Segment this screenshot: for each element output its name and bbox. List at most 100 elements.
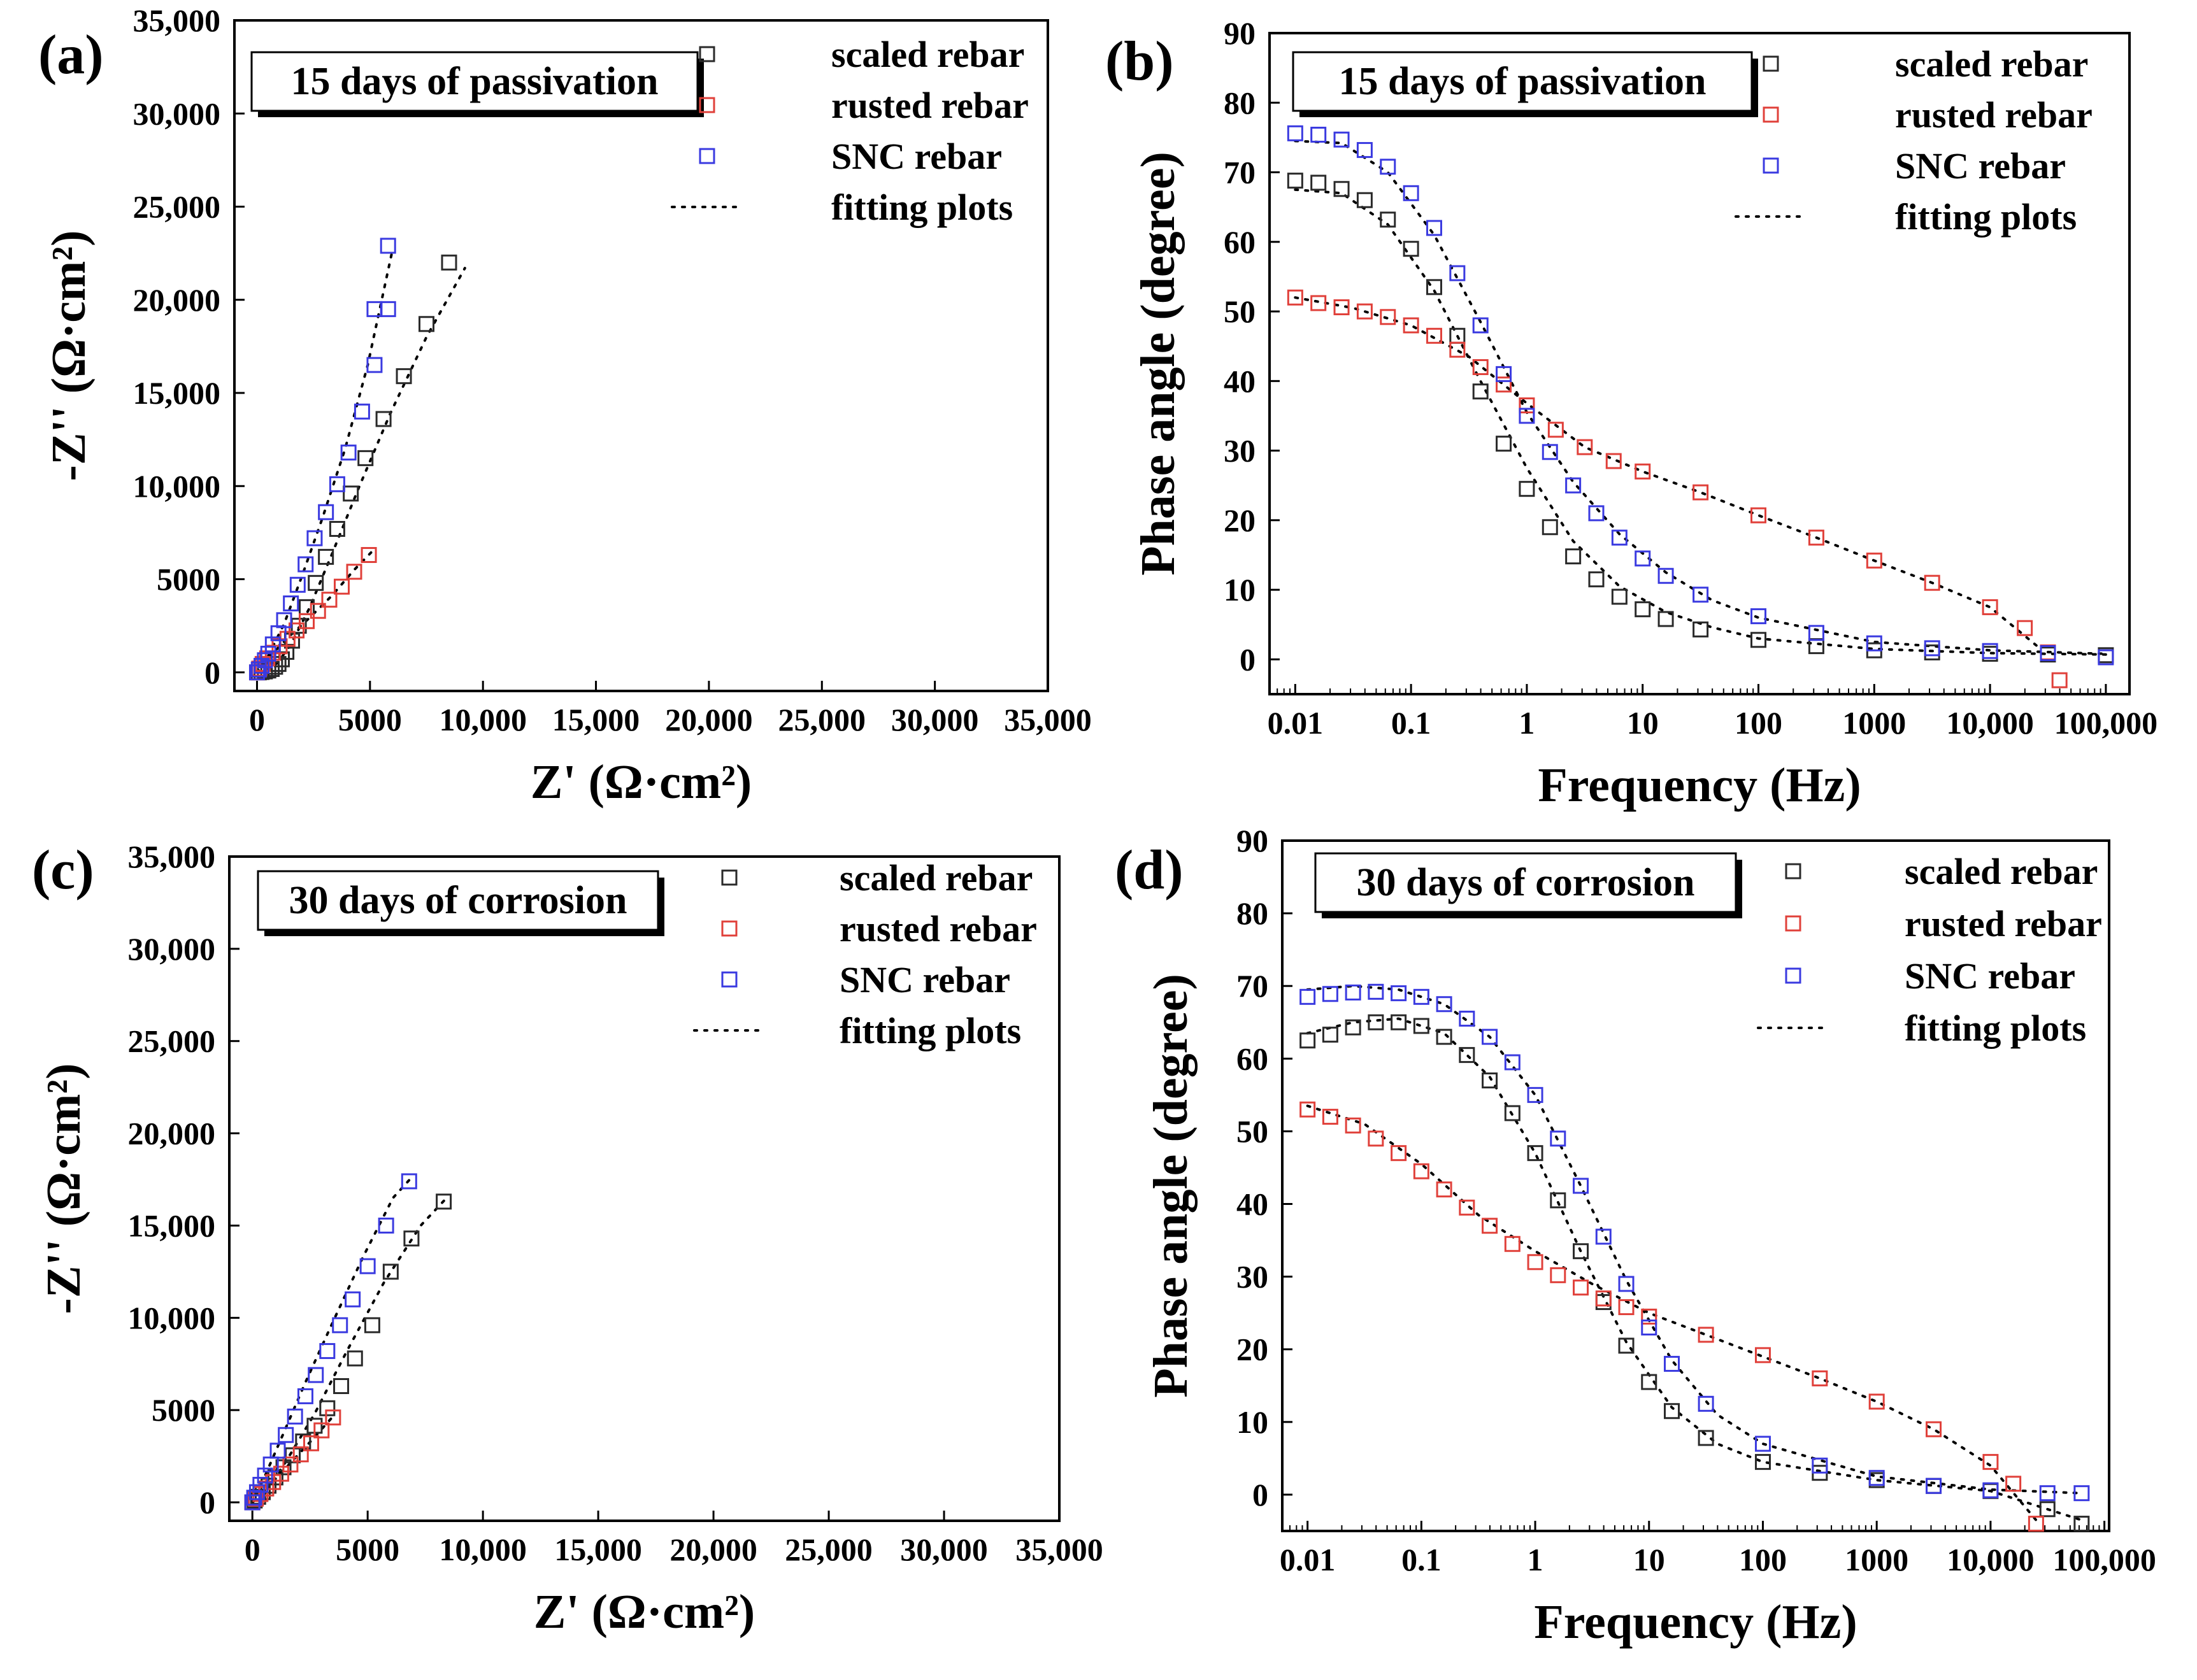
data-point-scaled: [1322, 1027, 1338, 1043]
data-point-snc: [378, 1217, 394, 1234]
data-point-scaled: [318, 548, 334, 565]
data-point-rusted: [325, 1409, 341, 1426]
data-point-scaled: [1403, 241, 1419, 257]
x-tick-label: 30,000: [900, 1532, 988, 1567]
data-point-snc: [1692, 587, 1709, 603]
data-point-rusted: [321, 592, 338, 608]
data-point-snc: [354, 403, 370, 420]
data-point-snc: [1368, 983, 1384, 1000]
y-axis-label: Phase angle (degree): [1131, 152, 1185, 576]
data-point-rusted: [273, 1465, 289, 1482]
y-tick-label: 10: [1224, 572, 1256, 608]
plot-frame: [228, 855, 1061, 1522]
chart-title: 30 days of corrosion: [1356, 861, 1694, 904]
fit-line-snc: [1306, 985, 2083, 1495]
data-point-rusted: [1299, 1101, 1316, 1118]
data-point-snc: [287, 1408, 303, 1425]
data-point-snc: [345, 1291, 361, 1307]
data-point-snc: [380, 301, 396, 317]
x-tick-label: 0.1: [1391, 705, 1431, 741]
data-point-scaled: [357, 450, 374, 466]
data-point-rusted: [1750, 507, 1767, 523]
data-point-snc: [1657, 567, 1674, 584]
x-tick-label: 20,000: [665, 702, 753, 737]
data-point-rusted: [333, 578, 350, 595]
data-point-scaled: [1754, 1454, 1771, 1470]
data-point-scaled: [285, 1447, 301, 1463]
data-point-rusted: [1692, 484, 1709, 501]
panel-label: (c): [32, 839, 94, 901]
data-point-scaled: [1380, 211, 1396, 228]
legend-marker-scaled: [1763, 55, 1779, 72]
data-point-rusted: [1322, 1109, 1338, 1125]
y-tick-label: 0: [1240, 641, 1256, 677]
legend-label: scaled rebar: [1905, 851, 2098, 892]
data-point-snc: [1926, 1477, 1942, 1494]
legend-label: SNC rebar: [1895, 145, 2066, 187]
x-tick-label: 5000: [338, 702, 402, 737]
data-point-rusted: [1436, 1181, 1452, 1198]
data-point-snc: [1333, 131, 1350, 148]
panel-label: (b): [1105, 31, 1174, 92]
data-point-rusted: [1459, 1199, 1475, 1216]
data-point-scaled: [1611, 588, 1628, 605]
data-point-snc: [1611, 529, 1628, 546]
x-tick-label: 30,000: [891, 702, 979, 737]
data-point-snc: [1504, 1054, 1521, 1071]
y-tick-label: 20,000: [128, 1116, 216, 1151]
fit-line-rusted: [255, 550, 374, 674]
data-point-rusted: [1519, 397, 1535, 414]
y-tick-label: 0: [199, 1484, 215, 1520]
data-point-scaled: [382, 1264, 399, 1280]
legend-marker-rusted: [699, 97, 715, 113]
legend-marker-scaled: [721, 869, 738, 886]
x-tick-label: 100: [1735, 705, 1782, 741]
data-point-rusted: [2017, 620, 2033, 636]
data-point-scaled: [1565, 548, 1582, 565]
x-tick-label: 15,000: [554, 1532, 642, 1567]
data-point-scaled: [1542, 519, 1558, 536]
data-point-scaled: [1635, 601, 1651, 618]
data-point-scaled: [441, 254, 457, 271]
x-tick-label: 100,000: [2052, 1542, 2156, 1577]
legend-label: rusted rebar: [1895, 94, 2093, 136]
data-point-rusted: [1310, 295, 1327, 311]
y-tick-label: 35,000: [133, 3, 221, 38]
y-tick-label: 10,000: [133, 468, 221, 504]
legend-label: SNC rebar: [840, 959, 1010, 1000]
x-tick-label: 35,000: [1004, 702, 1092, 737]
x-tick-label: 0.01: [1268, 705, 1324, 741]
data-point-scaled: [1391, 1014, 1407, 1030]
data-point-snc: [1345, 984, 1361, 1000]
x-tick-label: 1: [1519, 705, 1535, 741]
panel-a: (a) 0 5000 10,000 15,000 20,000 25,000 30,000 35…: [38, 3, 1092, 809]
y-tick-label: 40: [1224, 363, 1256, 399]
x-tick-label: 15,000: [552, 702, 640, 737]
data-point-scaled: [267, 1469, 283, 1486]
data-point-scaled: [333, 1378, 350, 1395]
data-point-rusted: [254, 656, 271, 673]
data-point-scaled: [396, 368, 412, 385]
data-point-scaled: [1436, 1029, 1452, 1045]
panel-label: (a): [38, 24, 104, 86]
data-point-rusted: [1287, 289, 1303, 306]
data-point-rusted: [1547, 422, 1564, 438]
x-tick-label: 25,000: [785, 1532, 873, 1567]
data-point-snc: [1595, 1228, 1612, 1245]
x-tick-label: 10,000: [439, 702, 527, 737]
data-point-snc: [401, 1173, 417, 1190]
panel-b: (b) 0.01 0.1 1 10 100 1000 10,000 100,000 0 10 20 30…: [1105, 15, 2158, 812]
x-tick-label: 35,000: [1015, 1532, 1103, 1567]
data-point-rusted: [1496, 376, 1512, 393]
data-point-rusted: [310, 602, 326, 619]
data-point-rusted: [1333, 299, 1350, 315]
data-point-rusted: [346, 564, 362, 580]
data-point-snc: [1808, 625, 1824, 641]
data-point-snc: [340, 445, 357, 461]
data-point-rusted: [289, 622, 305, 639]
y-tick-label: 50: [1236, 1113, 1268, 1149]
x-axis-label: Z' (Ω·cm²): [531, 755, 752, 809]
y-tick-label: 30,000: [133, 96, 221, 131]
x-tick-label: 20,000: [669, 1532, 757, 1567]
data-point-scaled: [1618, 1337, 1635, 1354]
